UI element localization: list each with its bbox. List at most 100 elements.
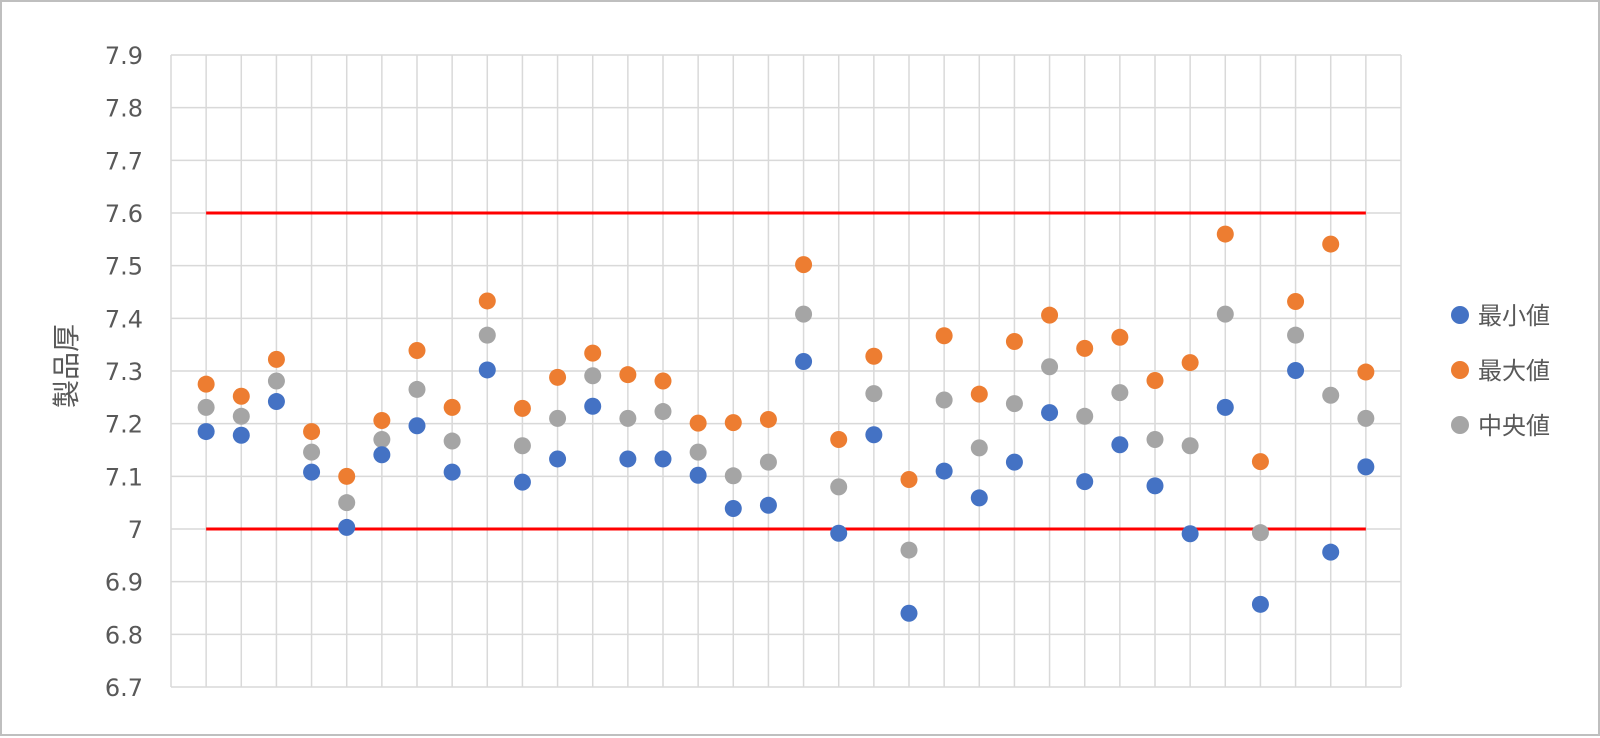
- data-point: [338, 494, 356, 512]
- data-point: [970, 385, 988, 403]
- data-point: [724, 499, 742, 517]
- y-tick-label: 7.6: [105, 200, 143, 228]
- data-point: [654, 403, 672, 421]
- data-point: [1076, 407, 1094, 425]
- legend-label: 最小値: [1478, 302, 1550, 330]
- data-point: [865, 426, 883, 444]
- data-point: [338, 518, 356, 536]
- data-point: [795, 353, 813, 371]
- data-point: [1041, 306, 1059, 324]
- data-point: [1216, 225, 1234, 243]
- y-tick-label: 7.7: [105, 147, 143, 175]
- data-point: [935, 327, 953, 345]
- data-point: [303, 443, 321, 461]
- data-point: [513, 473, 531, 491]
- data-point: [1181, 525, 1199, 543]
- data-point: [1005, 333, 1023, 351]
- legend-label: 最大値: [1478, 357, 1550, 385]
- data-point: [1357, 458, 1375, 476]
- y-tick-label: 7.3: [105, 358, 143, 386]
- data-point: [619, 450, 637, 468]
- data-point: [935, 391, 953, 409]
- data-point: [689, 443, 707, 461]
- data-point: [197, 398, 215, 416]
- data-point: [478, 361, 496, 379]
- data-points: [197, 225, 1375, 622]
- data-point: [267, 372, 285, 390]
- y-tick-label: 7.9: [105, 42, 143, 70]
- data-point: [724, 467, 742, 485]
- data-point: [584, 367, 602, 385]
- data-point: [1146, 371, 1164, 389]
- y-tick-label: 6.9: [105, 569, 143, 597]
- data-point: [900, 470, 918, 488]
- y-tick-label: 7: [128, 516, 143, 544]
- data-point: [549, 368, 567, 386]
- data-point: [900, 604, 918, 622]
- data-point: [619, 409, 637, 427]
- data-point: [513, 437, 531, 455]
- data-point: [689, 466, 707, 484]
- data-point: [478, 292, 496, 310]
- data-point: [935, 462, 953, 480]
- data-point: [408, 417, 426, 435]
- data-point: [443, 398, 461, 416]
- y-axis-label: 製品厚: [50, 324, 83, 408]
- data-point: [443, 463, 461, 481]
- data-point: [267, 350, 285, 368]
- data-point: [619, 366, 637, 384]
- data-point: [373, 446, 391, 464]
- data-point: [970, 489, 988, 507]
- data-point: [303, 423, 321, 441]
- data-point: [232, 387, 250, 405]
- data-point: [1322, 386, 1340, 404]
- data-point: [549, 450, 567, 468]
- data-point: [408, 380, 426, 398]
- data-point: [900, 541, 918, 559]
- limit-lines: [206, 211, 1366, 531]
- data-point: [338, 467, 356, 485]
- data-point: [830, 478, 848, 496]
- data-point: [1251, 453, 1269, 471]
- data-point: [1005, 395, 1023, 413]
- legend-marker: [1451, 306, 1469, 324]
- legend-marker: [1451, 416, 1469, 434]
- data-point: [689, 414, 707, 432]
- data-point: [1287, 292, 1305, 310]
- data-point: [654, 450, 672, 468]
- data-point: [1322, 235, 1340, 253]
- data-point: [654, 372, 672, 390]
- data-point: [1287, 361, 1305, 379]
- data-point: [1146, 430, 1164, 448]
- data-point: [1357, 363, 1375, 381]
- data-point: [303, 463, 321, 481]
- data-point: [1322, 543, 1340, 561]
- data-point: [795, 256, 813, 274]
- data-point: [1251, 524, 1269, 542]
- data-point: [549, 409, 567, 427]
- data-point: [197, 375, 215, 393]
- data-point: [830, 430, 848, 448]
- data-point: [267, 393, 285, 411]
- data-point: [478, 326, 496, 344]
- legend-marker: [1451, 361, 1469, 379]
- data-point: [197, 423, 215, 441]
- data-point: [1287, 326, 1305, 344]
- y-tick-label: 7.8: [105, 95, 143, 123]
- legend-label: 中央値: [1478, 412, 1550, 440]
- y-tick-label: 7.5: [105, 253, 143, 281]
- y-tick-label: 7.1: [105, 463, 143, 491]
- data-point: [1076, 339, 1094, 357]
- y-tick-label: 7.4: [105, 305, 143, 333]
- data-point: [724, 414, 742, 432]
- data-point: [443, 432, 461, 450]
- data-point: [1111, 328, 1129, 346]
- data-point: [232, 407, 250, 425]
- data-point: [1216, 305, 1234, 323]
- data-point: [1181, 354, 1199, 372]
- data-point: [584, 397, 602, 415]
- data-point: [865, 347, 883, 365]
